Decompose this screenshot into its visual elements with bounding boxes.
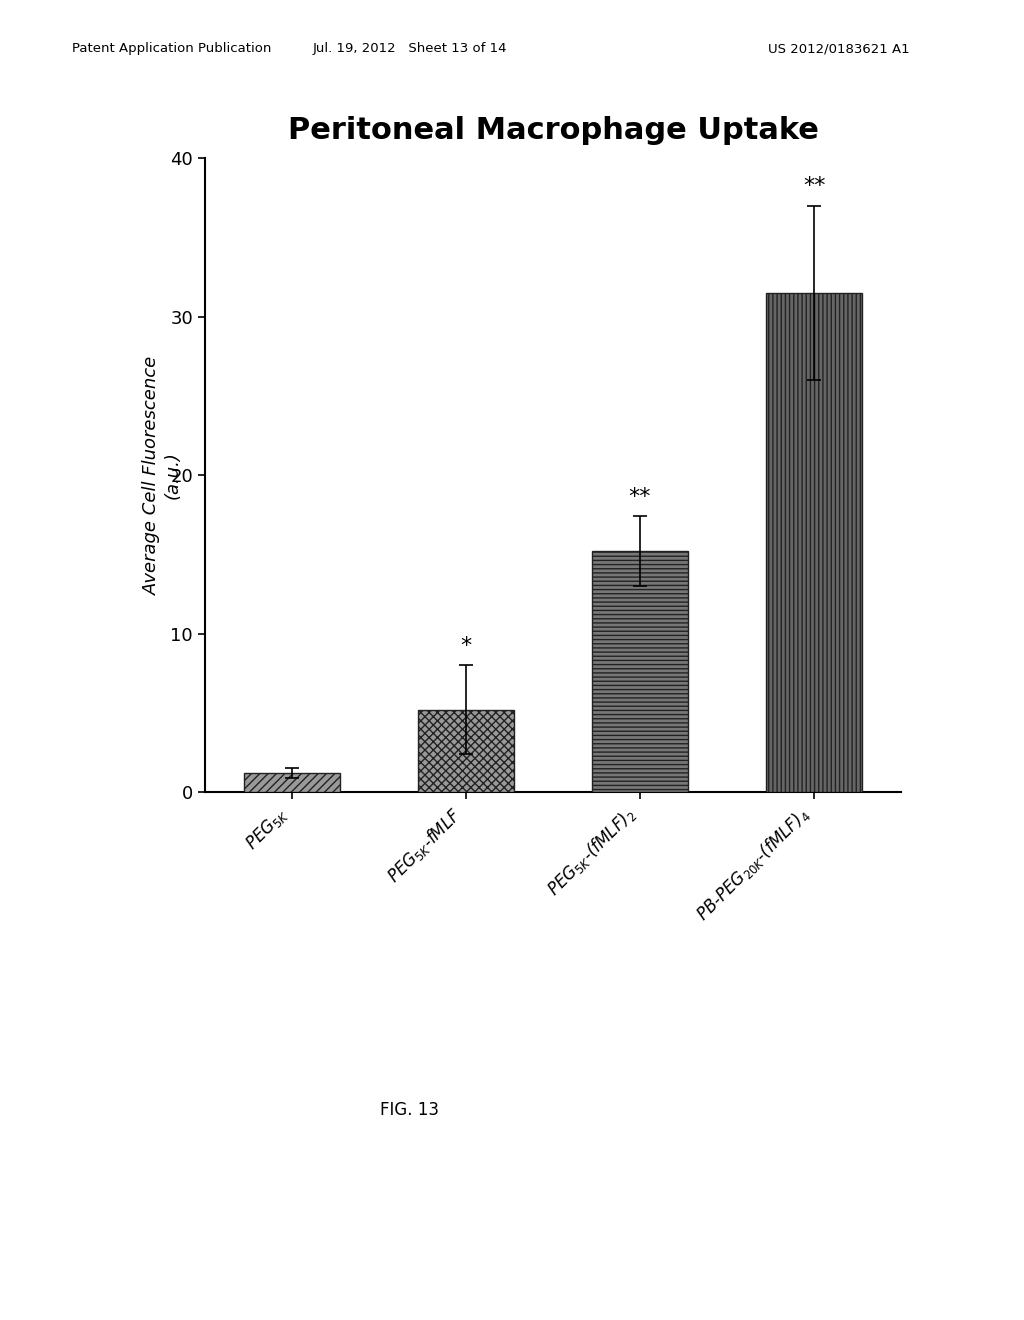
Text: **: ** [803,177,825,197]
Bar [592,552,688,792]
Title: Peritoneal Macrophage Uptake: Peritoneal Macrophage Uptake [288,116,818,145]
Bar [418,710,514,792]
Text: **: ** [629,487,651,507]
Text: FIG. 13: FIG. 13 [380,1101,439,1119]
Text: US 2012/0183621 A1: US 2012/0183621 A1 [768,42,909,55]
Y-axis label: Average Cell Fluorescence
(a.u.): Average Cell Fluorescence (a.u.) [142,355,181,595]
Text: Jul. 19, 2012   Sheet 13 of 14: Jul. 19, 2012 Sheet 13 of 14 [312,42,507,55]
Bar [244,774,340,792]
Text: Patent Application Publication: Patent Application Publication [72,42,271,55]
Text: *: * [461,636,471,656]
Bar [766,293,862,792]
